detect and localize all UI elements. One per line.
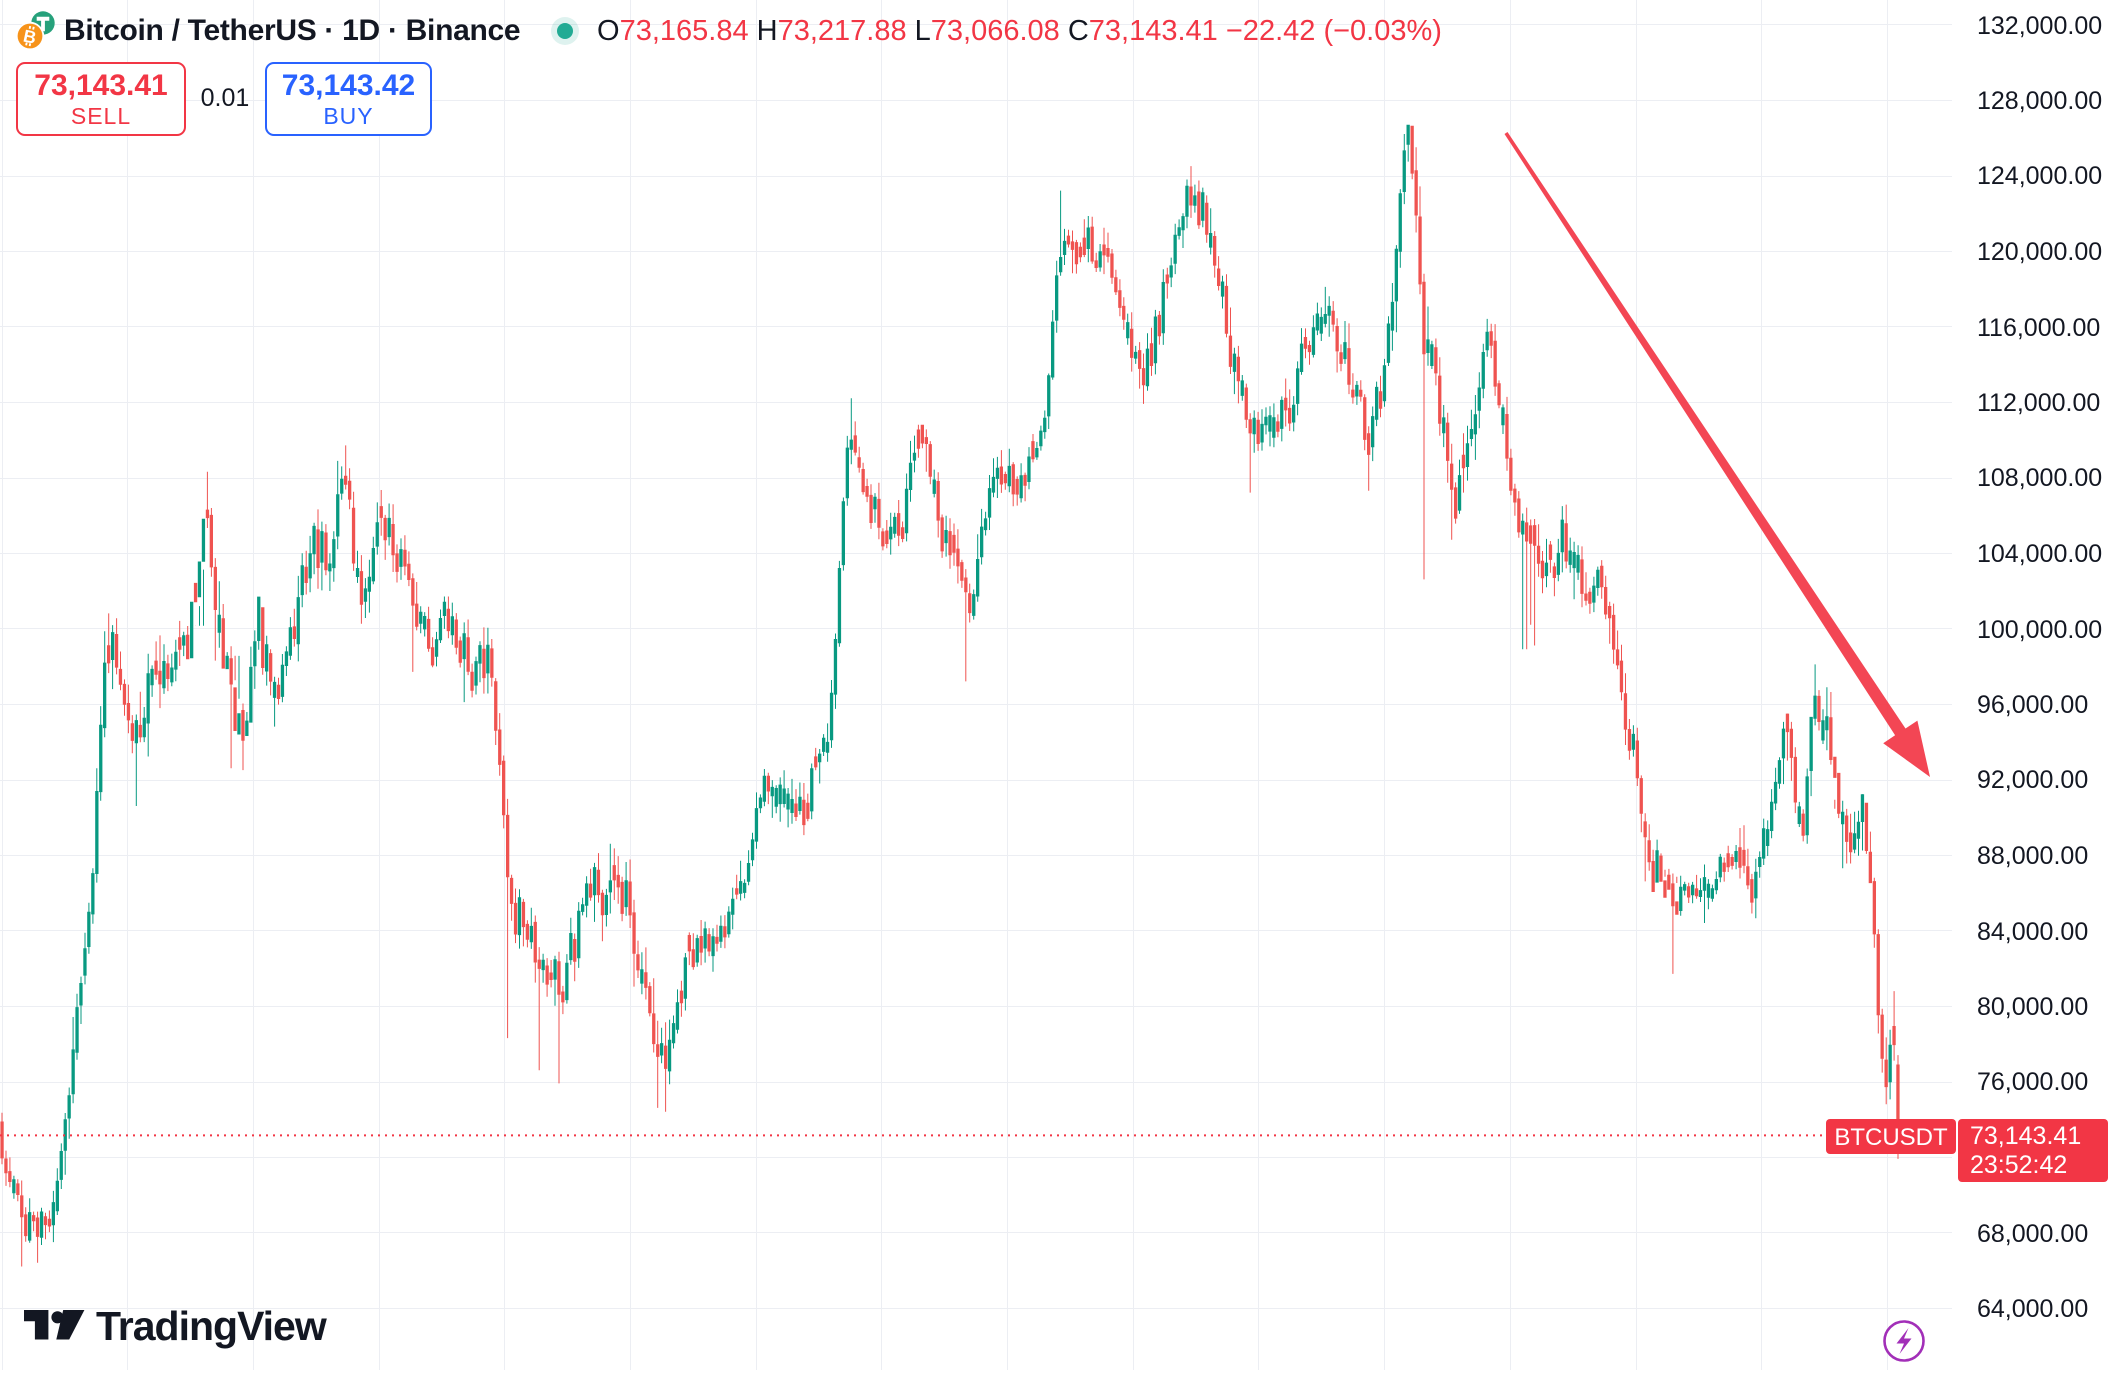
svg-text:108,000.00: 108,000.00: [1977, 464, 2102, 492]
svg-text:80,000.00: 80,000.00: [1977, 993, 2088, 1021]
svg-text:120,000.00: 120,000.00: [1977, 238, 2102, 266]
svg-text:TradingView: TradingView: [96, 1303, 327, 1349]
svg-text:132,000.00: 132,000.00: [1977, 12, 2102, 40]
svg-text:68,000.00: 68,000.00: [1977, 1220, 2088, 1248]
svg-text:BTCUSDT: BTCUSDT: [1834, 1124, 1948, 1151]
svg-text:84,000.00: 84,000.00: [1977, 918, 2088, 946]
svg-text:B: B: [22, 26, 39, 48]
svg-text:112,000.00: 112,000.00: [1977, 389, 2100, 417]
svg-text:100,000.00: 100,000.00: [1977, 616, 2102, 644]
svg-text:73,143.41: 73,143.41: [1970, 1122, 2081, 1150]
svg-text:64,000.00: 64,000.00: [1977, 1295, 2088, 1323]
svg-text:23:52:42: 23:52:42: [1970, 1151, 2067, 1179]
svg-text:92,000.00: 92,000.00: [1977, 766, 2088, 794]
svg-text:128,000.00: 128,000.00: [1977, 87, 2102, 115]
svg-text:96,000.00: 96,000.00: [1977, 691, 2088, 719]
svg-text:116,000.00: 116,000.00: [1977, 314, 2100, 342]
svg-text:124,000.00: 124,000.00: [1977, 162, 2102, 190]
svg-text:76,000.00: 76,000.00: [1977, 1068, 2088, 1096]
svg-text:88,000.00: 88,000.00: [1977, 842, 2088, 870]
svg-text:104,000.00: 104,000.00: [1977, 540, 2102, 568]
